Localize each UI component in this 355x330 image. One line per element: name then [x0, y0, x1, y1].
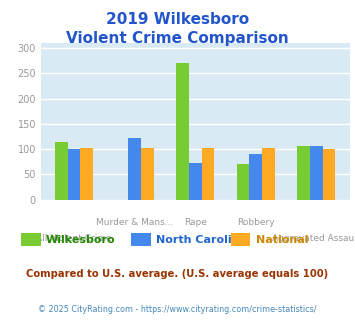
- Text: Robbery: Robbery: [237, 218, 275, 227]
- Bar: [202, 148, 214, 200]
- Bar: [323, 148, 335, 200]
- Bar: [55, 142, 68, 200]
- Bar: [237, 164, 250, 200]
- Bar: [250, 154, 262, 200]
- Text: National: National: [256, 235, 308, 245]
- Text: Aggravated Assault: Aggravated Assault: [272, 234, 355, 243]
- Bar: [310, 146, 323, 200]
- Bar: [297, 146, 310, 200]
- Text: Violent Crime Comparison: Violent Crime Comparison: [66, 31, 289, 46]
- Bar: [141, 148, 154, 200]
- Text: All Violent Crime: All Violent Crime: [36, 234, 112, 243]
- Text: Wilkesboro: Wilkesboro: [46, 235, 116, 245]
- Bar: [176, 63, 189, 200]
- Bar: [129, 138, 141, 200]
- Text: Rape: Rape: [184, 218, 207, 227]
- Text: Murder & Mans...: Murder & Mans...: [96, 218, 173, 227]
- Text: 2019 Wilkesboro: 2019 Wilkesboro: [106, 12, 249, 26]
- Text: Compared to U.S. average. (U.S. average equals 100): Compared to U.S. average. (U.S. average …: [26, 269, 329, 279]
- Text: North Carolina: North Carolina: [156, 235, 247, 245]
- Text: © 2025 CityRating.com - https://www.cityrating.com/crime-statistics/: © 2025 CityRating.com - https://www.city…: [38, 305, 317, 314]
- Bar: [262, 148, 275, 200]
- Bar: [81, 148, 93, 200]
- Bar: [189, 163, 202, 200]
- Bar: [68, 149, 81, 200]
